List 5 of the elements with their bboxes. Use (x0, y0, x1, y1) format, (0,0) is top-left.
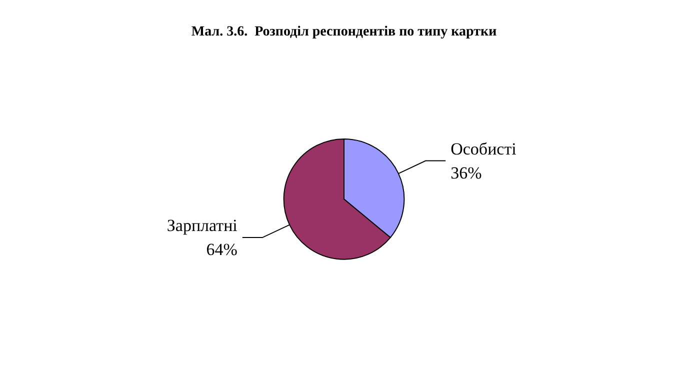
chart-title: Мал. 3.6. Розподіл респондентів по типу картки (191, 24, 497, 40)
data-label: 64% (206, 240, 238, 260)
data-label: 36% (450, 163, 482, 182)
slice-label: Зарплатні (166, 216, 238, 236)
slice-label: Особисті (450, 139, 517, 158)
